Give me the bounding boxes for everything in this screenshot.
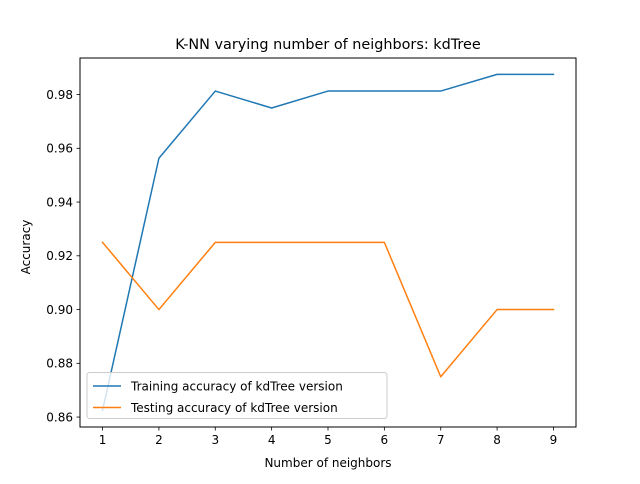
series-line-2	[101, 241, 555, 378]
series-layer	[101, 73, 555, 412]
x-tick-label: 5	[324, 433, 332, 447]
x-tick-label: 6	[381, 433, 389, 447]
series-line-1	[101, 73, 555, 412]
y-tick-label: 0.86	[46, 410, 73, 424]
y-axis-label: Accuracy	[19, 220, 33, 275]
x-tick-label: 2	[155, 433, 163, 447]
legend-box	[86, 372, 388, 419]
x-tick-label: 7	[437, 433, 445, 447]
x-tick-label: 1	[99, 433, 107, 447]
y-tick-label: 0.96	[46, 142, 73, 156]
plot-frame	[79, 57, 577, 428]
legend-label-2: Testing accuracy of kdTree version	[130, 401, 338, 415]
x-axis-label: Number of neighbors	[264, 456, 391, 470]
y-tick-label: 0.92	[46, 249, 73, 263]
y-tick-label: 0.94	[46, 195, 73, 209]
y-tick-label: 0.98	[46, 88, 73, 102]
x-tick-label: 9	[550, 433, 558, 447]
y-tick-label: 0.88	[46, 357, 73, 371]
x-tick-label: 4	[268, 433, 276, 447]
legend-label-1: Training accuracy of kdTree version	[130, 379, 343, 393]
x-tick-label: 3	[211, 433, 219, 447]
legend: Training accuracy of kdTree version Testi…	[86, 372, 388, 419]
y-axis-ticks: 0.86 0.88 0.90 0.92 0.94 0.96 0.98	[46, 88, 80, 424]
x-axis-ticks: 1 2 3 4 5 6 7 8 9	[99, 427, 558, 447]
chart-title: K-NN varying number of neighbors: kdTree	[175, 37, 481, 53]
y-tick-label: 0.90	[46, 303, 73, 317]
x-tick-label: 8	[493, 433, 501, 447]
